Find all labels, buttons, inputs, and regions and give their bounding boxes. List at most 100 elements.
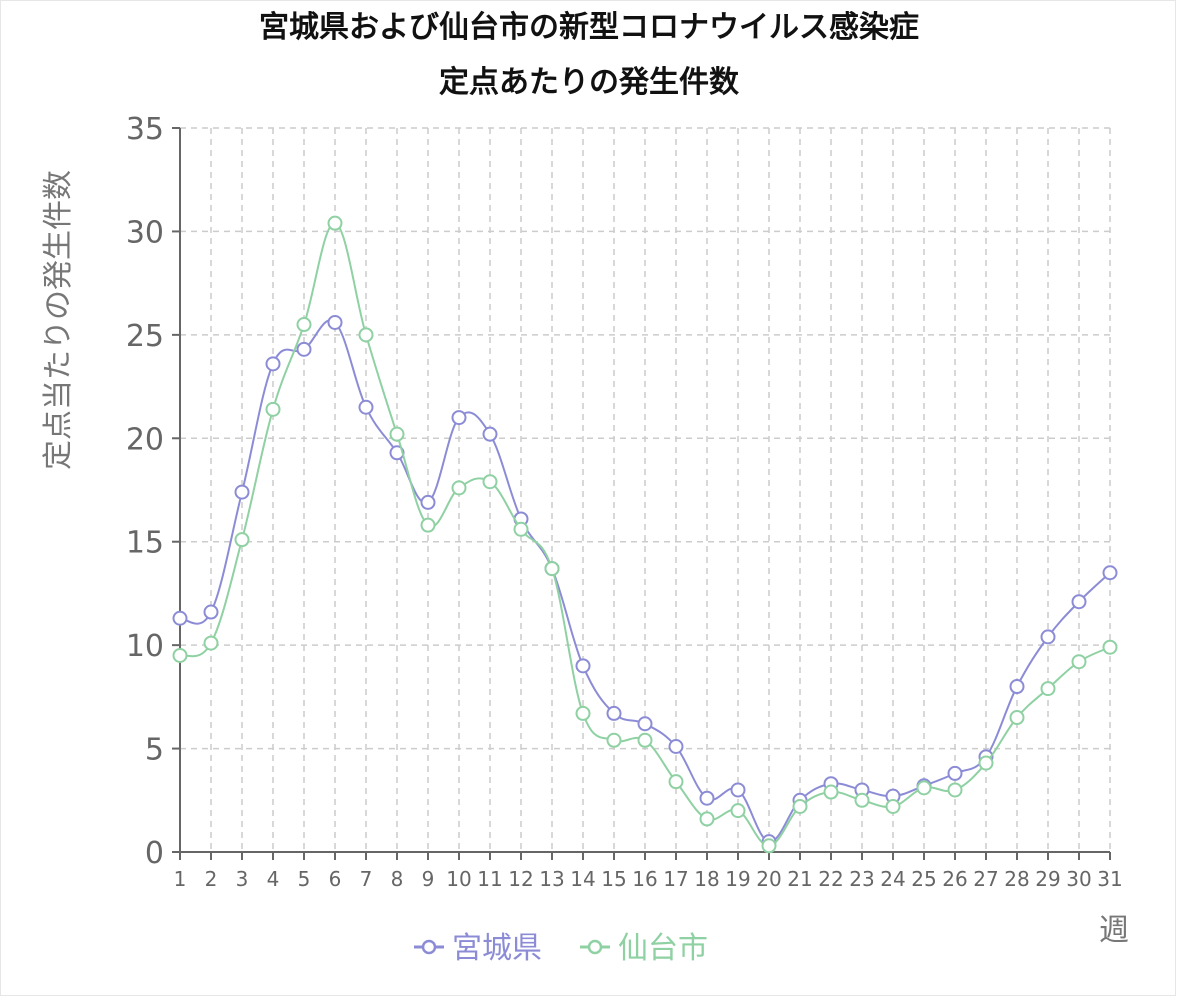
legend-item-1[interactable]: 宮城県 (414, 931, 542, 966)
data-point[interactable] (358, 327, 374, 343)
x-tick-label: 23 (849, 867, 874, 891)
x-tick-label: 5 (298, 867, 311, 891)
x-tick-label: 8 (391, 867, 404, 891)
y-tick-label: 30 (126, 215, 164, 250)
data-point[interactable] (358, 399, 374, 415)
data-point[interactable] (451, 480, 467, 496)
data-point[interactable] (482, 426, 498, 442)
x-tick-label: 12 (508, 867, 533, 891)
x-tick-label: 15 (601, 867, 626, 891)
data-point[interactable] (203, 604, 219, 620)
data-point[interactable] (1071, 594, 1087, 610)
data-point[interactable] (1040, 629, 1056, 645)
data-point[interactable] (513, 521, 529, 537)
data-point[interactable] (172, 610, 188, 626)
data-point[interactable] (482, 474, 498, 490)
series-2 (172, 215, 1118, 854)
data-point[interactable] (420, 517, 436, 533)
x-tick-label: 31 (1097, 867, 1122, 891)
data-point[interactable] (296, 341, 312, 357)
x-tick-label: 17 (663, 867, 688, 891)
x-tick-label: 24 (880, 867, 905, 891)
data-point[interactable] (792, 798, 808, 814)
y-tick-label: 10 (126, 629, 164, 664)
data-point[interactable] (637, 716, 653, 732)
x-tick-label: 30 (1066, 867, 1091, 891)
x-axis-label: 週 (1099, 913, 1129, 948)
data-point[interactable] (327, 314, 343, 330)
data-point[interactable] (885, 798, 901, 814)
data-point[interactable] (1102, 565, 1118, 581)
data-point[interactable] (854, 792, 870, 808)
data-point[interactable] (637, 732, 653, 748)
legend-marker (421, 939, 437, 955)
data-point[interactable] (234, 484, 250, 500)
data-point[interactable] (606, 705, 622, 721)
data-point[interactable] (575, 705, 591, 721)
data-point[interactable] (451, 410, 467, 426)
x-tick-label: 18 (694, 867, 719, 891)
x-tick-label: 28 (1004, 867, 1029, 891)
legend-item-2[interactable]: 仙台市 (580, 931, 708, 966)
data-point[interactable] (947, 782, 963, 798)
x-tick-label: 2 (205, 867, 218, 891)
data-point[interactable] (730, 782, 746, 798)
data-point[interactable] (265, 356, 281, 372)
x-tick-label: 1 (174, 867, 187, 891)
data-point[interactable] (234, 532, 250, 548)
x-tick-label: 4 (267, 867, 280, 891)
data-point[interactable] (1009, 710, 1025, 726)
data-point[interactable] (327, 215, 343, 231)
y-tick-label: 0 (145, 836, 164, 871)
y-tick-label: 25 (126, 319, 164, 354)
x-tick-label: 26 (942, 867, 967, 891)
grid (180, 127, 1111, 852)
data-point[interactable] (296, 317, 312, 333)
data-point[interactable] (1009, 679, 1025, 695)
chart-title-line-1: 宮城県および仙台市の新型コロナウイルス感染症 (259, 10, 919, 45)
data-point[interactable] (203, 635, 219, 651)
x-tick-label: 22 (818, 867, 843, 891)
x-tick-label: 10 (446, 867, 471, 891)
x-tick-label: 20 (756, 867, 781, 891)
x-tick-label: 7 (360, 867, 373, 891)
data-point[interactable] (823, 784, 839, 800)
data-point[interactable] (668, 774, 684, 790)
data-point[interactable] (916, 780, 932, 796)
data-point[interactable] (1040, 681, 1056, 697)
x-tick-label: 25 (911, 867, 936, 891)
x-tick-label: 21 (787, 867, 812, 891)
data-point[interactable] (947, 765, 963, 781)
x-tick-label: 29 (1035, 867, 1060, 891)
legend-marker (587, 939, 603, 955)
x-tick-label: 11 (477, 867, 502, 891)
data-point[interactable] (1071, 654, 1087, 670)
data-point[interactable] (420, 494, 436, 510)
y-tick-label: 15 (126, 526, 164, 561)
legend-label: 仙台市 (618, 931, 708, 966)
data-point[interactable] (699, 790, 715, 806)
data-point[interactable] (172, 647, 188, 663)
data-point[interactable] (265, 401, 281, 417)
data-point[interactable] (389, 426, 405, 442)
data-point[interactable] (730, 803, 746, 819)
legend-label: 宮城県 (452, 931, 542, 966)
x-tick-label: 13 (539, 867, 564, 891)
legend[interactable]: 宮城県 仙台市 (414, 931, 708, 966)
y-axis-label: 定点当たりの発生件数 (41, 170, 76, 470)
data-point[interactable] (978, 755, 994, 771)
chart-title-line-2: 定点あたりの発生件数 (439, 65, 740, 100)
y-tick-label: 20 (126, 422, 164, 457)
data-point[interactable] (606, 732, 622, 748)
data-point[interactable] (761, 838, 777, 854)
data-point[interactable] (575, 658, 591, 674)
x-tick-label: 14 (570, 867, 595, 891)
x-tick-label: 6 (329, 867, 342, 891)
data-point[interactable] (1102, 639, 1118, 655)
data-point[interactable] (668, 739, 684, 755)
data-point[interactable] (544, 561, 560, 577)
data-point[interactable] (699, 811, 715, 827)
y-tick-label: 35 (126, 112, 164, 147)
